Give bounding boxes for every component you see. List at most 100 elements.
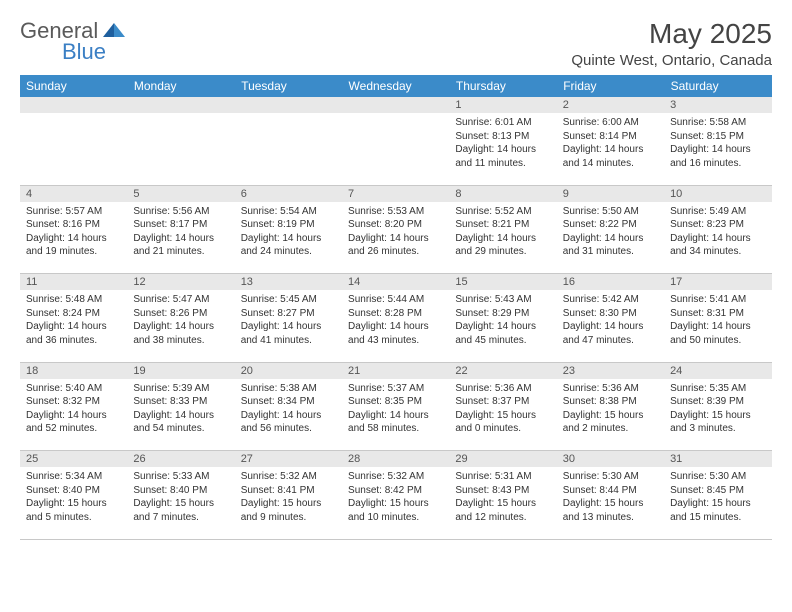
sunset-text: Sunset: 8:44 PM xyxy=(563,484,658,498)
day-cell: Sunrise: 5:49 AMSunset: 8:23 PMDaylight:… xyxy=(664,202,771,274)
sunset-text: Sunset: 8:20 PM xyxy=(348,218,443,232)
daylight-text: and 21 minutes. xyxy=(133,245,228,259)
title-block: May 2025 Quinte West, Ontario, Canada xyxy=(571,18,772,69)
sunrise-text: Sunrise: 5:43 AM xyxy=(455,293,550,307)
day-number xyxy=(235,97,342,113)
sunrise-text: Sunrise: 5:31 AM xyxy=(455,470,550,484)
sunrise-text: Sunrise: 5:38 AM xyxy=(241,382,336,396)
weekday-header: Tuesday xyxy=(235,75,342,97)
daylight-text: Daylight: 15 hours xyxy=(670,497,765,511)
day-number: 5 xyxy=(127,185,234,202)
daylight-text: and 7 minutes. xyxy=(133,511,228,525)
daylight-text: and 12 minutes. xyxy=(455,511,550,525)
day-cell: Sunrise: 5:45 AMSunset: 8:27 PMDaylight:… xyxy=(235,290,342,362)
daylight-text: and 50 minutes. xyxy=(670,334,765,348)
sunset-text: Sunset: 8:27 PM xyxy=(241,307,336,321)
logo-text-blue: Blue xyxy=(62,39,106,65)
daylight-text: Daylight: 14 hours xyxy=(563,232,658,246)
daylight-text: Daylight: 14 hours xyxy=(563,143,658,157)
sunrise-text: Sunrise: 5:56 AM xyxy=(133,205,228,219)
day-cell: Sunrise: 5:43 AMSunset: 8:29 PMDaylight:… xyxy=(449,290,556,362)
day-data-row: Sunrise: 5:40 AMSunset: 8:32 PMDaylight:… xyxy=(20,379,772,451)
day-number: 4 xyxy=(20,185,127,202)
sunset-text: Sunset: 8:37 PM xyxy=(455,395,550,409)
daylight-text: Daylight: 15 hours xyxy=(455,409,550,423)
daylight-text: and 52 minutes. xyxy=(26,422,121,436)
day-number xyxy=(342,97,449,113)
daylight-text: Daylight: 14 hours xyxy=(455,232,550,246)
sunrise-text: Sunrise: 5:32 AM xyxy=(348,470,443,484)
day-number: 21 xyxy=(342,362,449,379)
day-number: 30 xyxy=(557,451,664,468)
day-number-row: 11121314151617 xyxy=(20,274,772,291)
sunrise-text: Sunrise: 5:32 AM xyxy=(241,470,336,484)
day-cell: Sunrise: 5:36 AMSunset: 8:38 PMDaylight:… xyxy=(557,379,664,451)
sunrise-text: Sunrise: 5:35 AM xyxy=(670,382,765,396)
day-cell: Sunrise: 5:48 AMSunset: 8:24 PMDaylight:… xyxy=(20,290,127,362)
day-number-row: 45678910 xyxy=(20,185,772,202)
daylight-text: and 29 minutes. xyxy=(455,245,550,259)
day-number: 3 xyxy=(664,97,771,113)
daylight-text: and 3 minutes. xyxy=(670,422,765,436)
daylight-text: and 31 minutes. xyxy=(563,245,658,259)
daylight-text: Daylight: 14 hours xyxy=(348,320,443,334)
day-number-row: 123 xyxy=(20,97,772,113)
sunset-text: Sunset: 8:31 PM xyxy=(670,307,765,321)
weekday-header: Thursday xyxy=(449,75,556,97)
daylight-text: and 56 minutes. xyxy=(241,422,336,436)
day-cell: Sunrise: 5:39 AMSunset: 8:33 PMDaylight:… xyxy=(127,379,234,451)
day-data-row: Sunrise: 5:57 AMSunset: 8:16 PMDaylight:… xyxy=(20,202,772,274)
daylight-text: Daylight: 14 hours xyxy=(133,409,228,423)
sunset-text: Sunset: 8:23 PM xyxy=(670,218,765,232)
day-cell: Sunrise: 5:32 AMSunset: 8:42 PMDaylight:… xyxy=(342,467,449,539)
sunrise-text: Sunrise: 5:39 AM xyxy=(133,382,228,396)
daylight-text: Daylight: 14 hours xyxy=(241,409,336,423)
sunrise-text: Sunrise: 5:50 AM xyxy=(563,205,658,219)
day-cell: Sunrise: 5:36 AMSunset: 8:37 PMDaylight:… xyxy=(449,379,556,451)
daylight-text: Daylight: 14 hours xyxy=(241,232,336,246)
daylight-text: Daylight: 15 hours xyxy=(241,497,336,511)
sunrise-text: Sunrise: 6:00 AM xyxy=(563,116,658,130)
sunset-text: Sunset: 8:28 PM xyxy=(348,307,443,321)
sunrise-text: Sunrise: 5:49 AM xyxy=(670,205,765,219)
day-number: 18 xyxy=(20,362,127,379)
sunrise-text: Sunrise: 5:53 AM xyxy=(348,205,443,219)
daylight-text: and 58 minutes. xyxy=(348,422,443,436)
sunrise-text: Sunrise: 5:44 AM xyxy=(348,293,443,307)
month-title: May 2025 xyxy=(571,18,772,50)
day-cell: Sunrise: 5:54 AMSunset: 8:19 PMDaylight:… xyxy=(235,202,342,274)
day-number: 28 xyxy=(342,451,449,468)
sunrise-text: Sunrise: 5:57 AM xyxy=(26,205,121,219)
day-cell: Sunrise: 5:38 AMSunset: 8:34 PMDaylight:… xyxy=(235,379,342,451)
daylight-text: and 47 minutes. xyxy=(563,334,658,348)
day-number: 16 xyxy=(557,274,664,291)
daylight-text: Daylight: 14 hours xyxy=(26,320,121,334)
sunrise-text: Sunrise: 5:54 AM xyxy=(241,205,336,219)
day-cell: Sunrise: 5:34 AMSunset: 8:40 PMDaylight:… xyxy=(20,467,127,539)
sunset-text: Sunset: 8:40 PM xyxy=(26,484,121,498)
daylight-text: Daylight: 15 hours xyxy=(348,497,443,511)
day-cell: Sunrise: 5:47 AMSunset: 8:26 PMDaylight:… xyxy=(127,290,234,362)
day-cell: Sunrise: 5:56 AMSunset: 8:17 PMDaylight:… xyxy=(127,202,234,274)
weekday-header: Friday xyxy=(557,75,664,97)
day-number: 10 xyxy=(664,185,771,202)
day-cell xyxy=(235,113,342,185)
day-cell xyxy=(127,113,234,185)
day-data-row: Sunrise: 5:34 AMSunset: 8:40 PMDaylight:… xyxy=(20,467,772,539)
day-number: 2 xyxy=(557,97,664,113)
day-number: 13 xyxy=(235,274,342,291)
sunrise-text: Sunrise: 5:45 AM xyxy=(241,293,336,307)
day-number: 23 xyxy=(557,362,664,379)
day-cell: Sunrise: 5:35 AMSunset: 8:39 PMDaylight:… xyxy=(664,379,771,451)
sunset-text: Sunset: 8:40 PM xyxy=(133,484,228,498)
sunrise-text: Sunrise: 5:36 AM xyxy=(563,382,658,396)
sunset-text: Sunset: 8:14 PM xyxy=(563,130,658,144)
sunrise-text: Sunrise: 5:40 AM xyxy=(26,382,121,396)
sunset-text: Sunset: 8:34 PM xyxy=(241,395,336,409)
sunset-text: Sunset: 8:43 PM xyxy=(455,484,550,498)
sunset-text: Sunset: 8:39 PM xyxy=(670,395,765,409)
daylight-text: and 0 minutes. xyxy=(455,422,550,436)
day-cell: Sunrise: 5:32 AMSunset: 8:41 PMDaylight:… xyxy=(235,467,342,539)
day-cell: Sunrise: 5:57 AMSunset: 8:16 PMDaylight:… xyxy=(20,202,127,274)
day-cell: Sunrise: 5:33 AMSunset: 8:40 PMDaylight:… xyxy=(127,467,234,539)
